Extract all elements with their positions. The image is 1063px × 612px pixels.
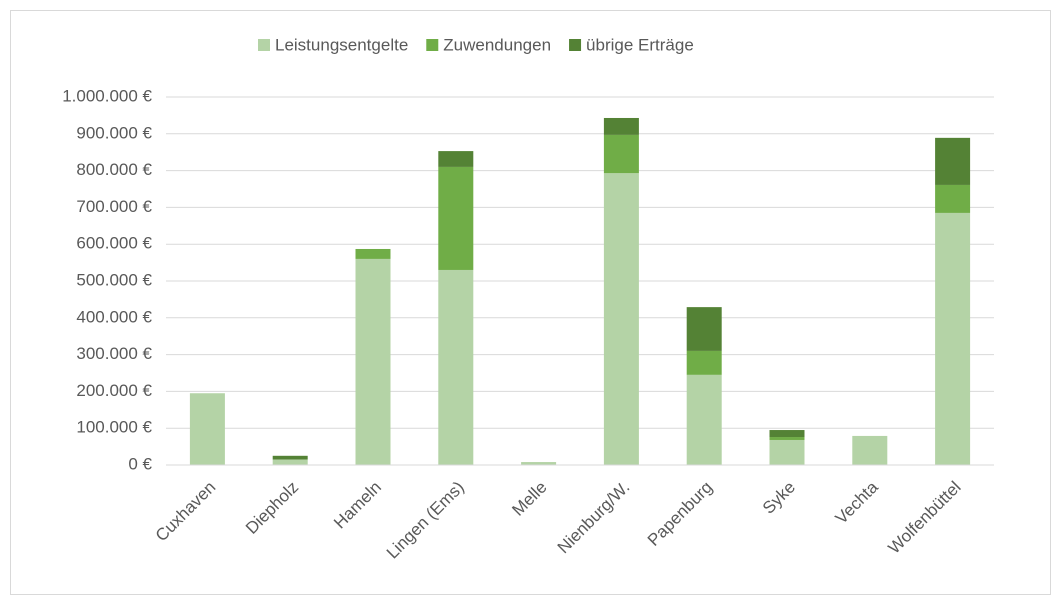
y-tick-label: 800.000 € xyxy=(76,160,152,179)
bar-segment xyxy=(189,393,225,465)
bar-segment xyxy=(935,212,971,465)
bar-segment xyxy=(935,137,971,185)
y-tick-label: 100.000 € xyxy=(76,418,152,437)
y-tick-label: 400.000 € xyxy=(76,307,152,326)
legend-label: übrige Erträge xyxy=(586,35,694,54)
bar-segment xyxy=(686,350,722,375)
bar-segment xyxy=(852,435,888,465)
bar-segment xyxy=(272,455,308,460)
y-tick-label: 700.000 € xyxy=(76,197,152,216)
chart-border xyxy=(10,10,1051,595)
bar-segment xyxy=(769,439,805,465)
bar-segment xyxy=(438,151,474,167)
bar-segment xyxy=(272,459,308,465)
bar-segment xyxy=(686,374,722,465)
y-tick-label: 300.000 € xyxy=(76,344,152,363)
bar-segment xyxy=(686,307,722,351)
bar-segment xyxy=(355,248,391,259)
y-tick-label: 200.000 € xyxy=(76,381,152,400)
y-tick-label: 0 € xyxy=(128,454,152,473)
bar-segment xyxy=(935,184,971,213)
bar-segment xyxy=(769,430,805,438)
legend-swatch xyxy=(258,39,270,51)
bar-segment xyxy=(603,117,639,135)
y-tick-label: 1.000.000 € xyxy=(62,86,152,105)
bar-segment xyxy=(769,437,805,440)
bar-segment xyxy=(438,269,474,465)
bar-segment xyxy=(603,173,639,465)
y-tick-label: 600.000 € xyxy=(76,234,152,253)
bar-segment xyxy=(603,134,639,174)
bar-segment xyxy=(355,258,391,465)
bar-segment xyxy=(438,166,474,270)
y-tick-label: 900.000 € xyxy=(76,123,152,142)
legend-swatch xyxy=(426,39,439,51)
y-tick-label: 500.000 € xyxy=(76,270,152,289)
bar-segment xyxy=(521,462,557,465)
legend-label: Leistungsentgelte xyxy=(275,35,408,54)
legend-label: Zuwendungen xyxy=(443,35,551,54)
legend-swatch xyxy=(569,39,582,51)
